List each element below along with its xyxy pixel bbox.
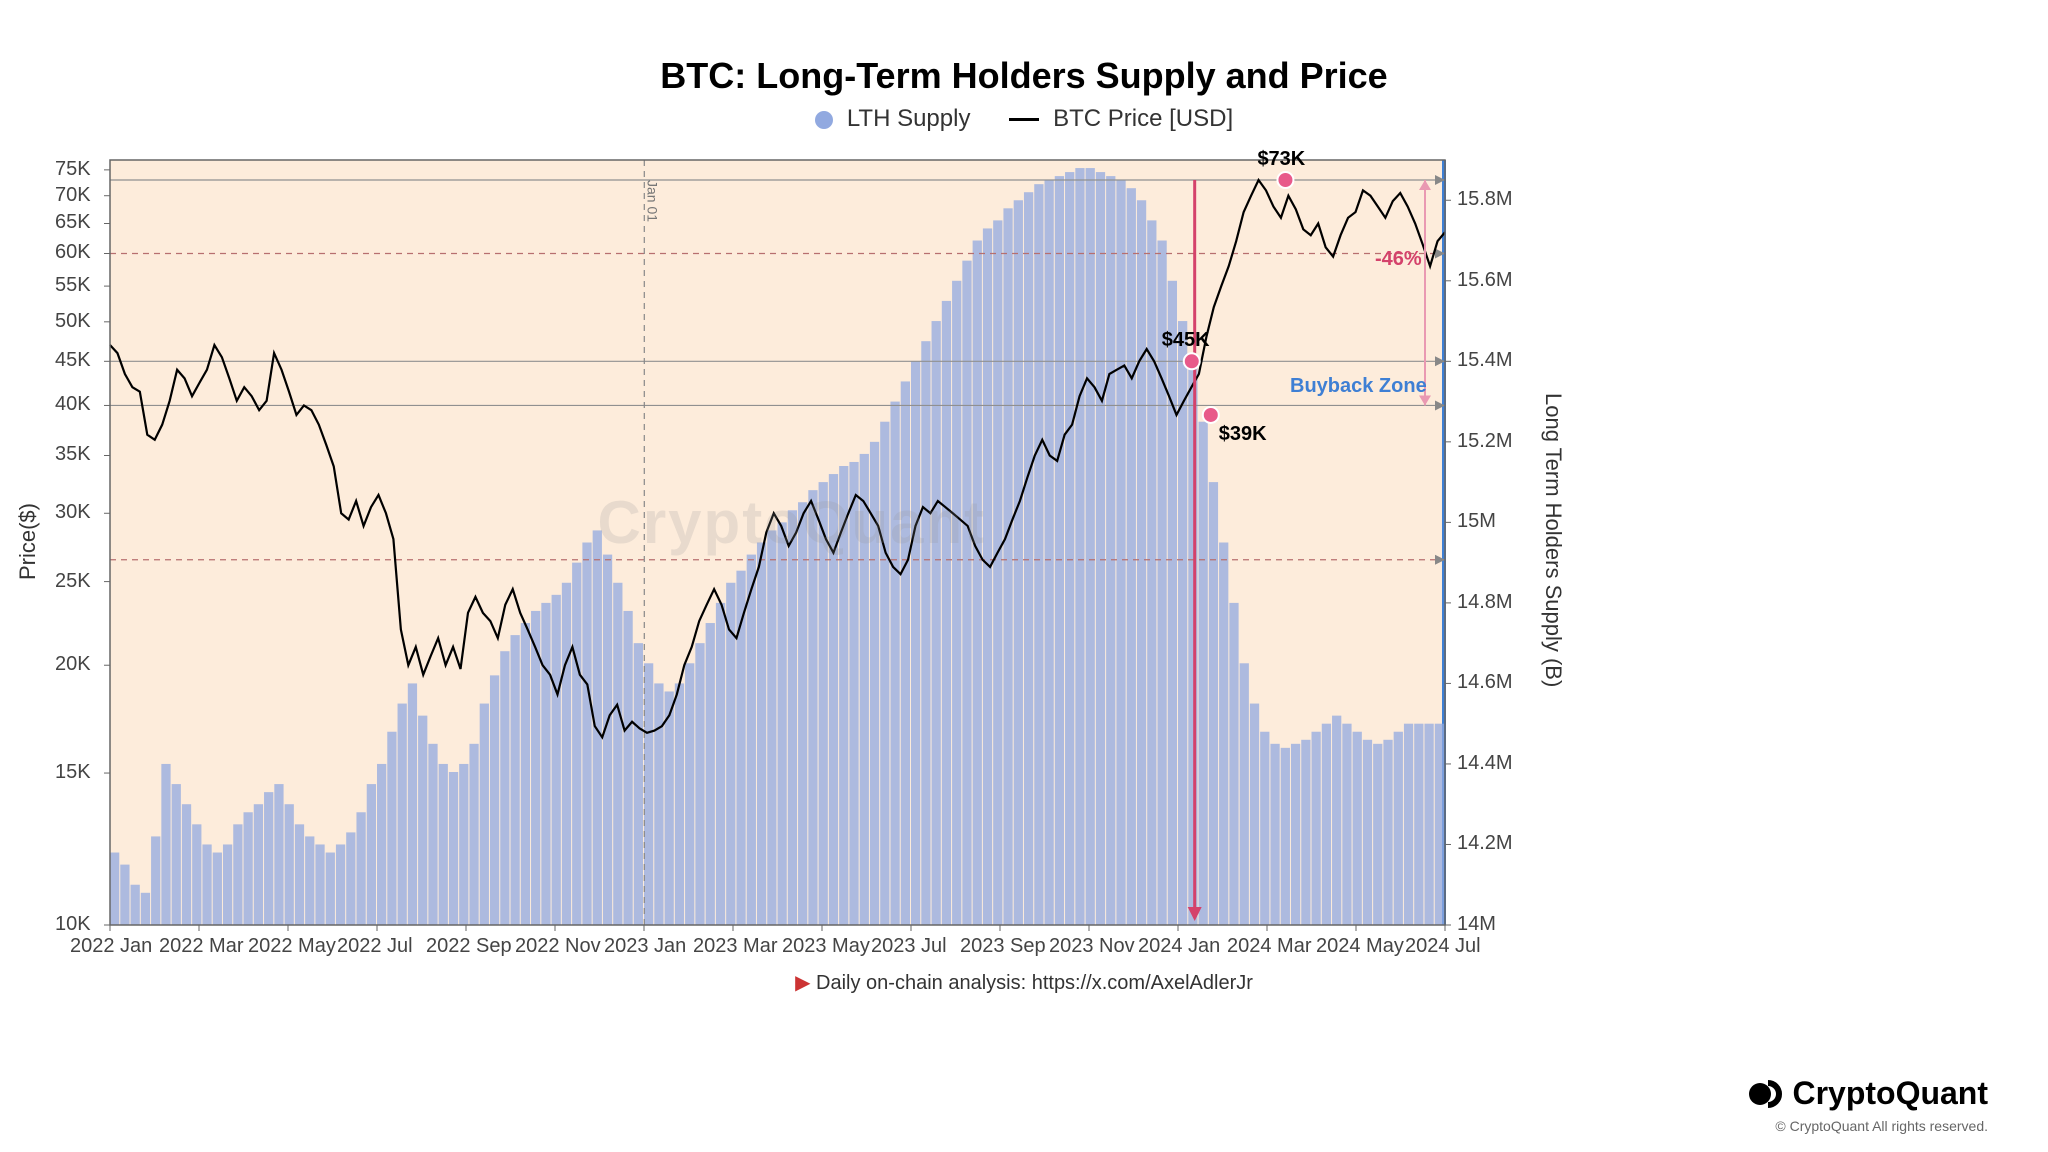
brand-copyright: © CryptoQuant All rights reserved. [1775, 1118, 1988, 1134]
brand-logo: CryptoQuant [1748, 1075, 1988, 1112]
footer-label: Daily on-chain analysis: https://x.com/A… [816, 972, 1253, 994]
svg-text:Jan 01: Jan 01 [644, 180, 660, 222]
chart-title: BTC: Long-Term Holders Supply and Price [0, 55, 2048, 97]
brand-text: CryptoQuant [1792, 1075, 1988, 1112]
legend-price-label: BTC Price [USD] [1053, 105, 1233, 132]
footer-text: ▶ Daily on-chain analysis: https://x.com… [0, 970, 2048, 995]
legend-lth-dot [815, 111, 833, 129]
legend-price-line [1009, 118, 1039, 121]
y-axis-left-label: Price($) [15, 503, 41, 580]
legend-lth-label: LTH Supply [847, 105, 971, 132]
plot-area: Jan 01 CryptoQuant [110, 160, 1445, 925]
chart-legend: LTH Supply BTC Price [USD] [0, 105, 2048, 133]
y-axis-right-label: Long Term Holders Supply (B) [1540, 393, 1566, 687]
watermark: CryptoQuant [598, 488, 987, 557]
